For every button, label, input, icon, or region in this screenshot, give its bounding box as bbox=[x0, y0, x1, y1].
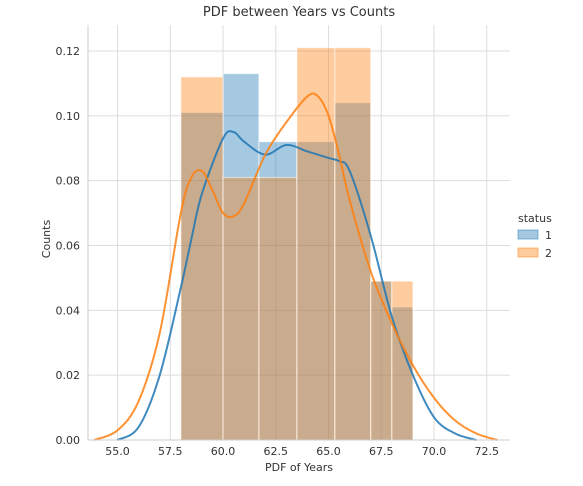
x-tick-label: 55.0 bbox=[105, 445, 130, 458]
density-curve-1 bbox=[117, 130, 477, 441]
y-tick-label: 0.10 bbox=[56, 110, 81, 123]
histogram-bar-2 bbox=[296, 47, 336, 441]
x-tick-label: 72.5 bbox=[475, 445, 500, 458]
x-tick-label: 60.0 bbox=[211, 445, 236, 458]
grid-lines bbox=[88, 25, 510, 441]
x-tick-label: 62.5 bbox=[264, 445, 289, 458]
y-tick-label: 0.04 bbox=[56, 304, 81, 317]
legend-title: status bbox=[518, 212, 552, 225]
histogram-bar-1 bbox=[296, 141, 336, 441]
legend-swatch-2 bbox=[517, 247, 539, 258]
y-tick-label: 0.12 bbox=[56, 45, 81, 58]
legend-label-1: 1 bbox=[545, 229, 552, 242]
legend-label-2: 2 bbox=[545, 247, 552, 260]
x-tick-label: 57.5 bbox=[158, 445, 183, 458]
histogram-bar-2 bbox=[258, 176, 298, 441]
x-axis-title: PDF of Years bbox=[265, 461, 333, 474]
x-tick-label: 70.0 bbox=[422, 445, 447, 458]
axes bbox=[87, 25, 510, 441]
y-tick-label: 0.08 bbox=[56, 175, 81, 188]
histogram-bar-2 bbox=[334, 47, 372, 441]
histogram-bars bbox=[180, 47, 414, 441]
legend-swatch-1 bbox=[517, 229, 539, 240]
legend: status 1 2 bbox=[517, 212, 552, 260]
y-axis-title: Counts bbox=[40, 220, 53, 259]
histogram-bar-1 bbox=[258, 141, 298, 441]
y-tick-label: 0.02 bbox=[56, 369, 81, 382]
tick-labels: 55.0 57.5 60.0 62.5 65.0 67.5 70.0 72.5 0.00 0.02… bbox=[56, 45, 500, 458]
x-tick-label: 65.0 bbox=[316, 445, 341, 458]
x-tick-label: 67.5 bbox=[369, 445, 394, 458]
density-curve-2 bbox=[93, 92, 498, 441]
chart-title: PDF between Years vs Counts bbox=[203, 5, 395, 20]
y-tick-label: 0.06 bbox=[56, 239, 81, 252]
density-curves bbox=[93, 92, 498, 441]
y-tick-label: 0.00 bbox=[56, 434, 81, 447]
